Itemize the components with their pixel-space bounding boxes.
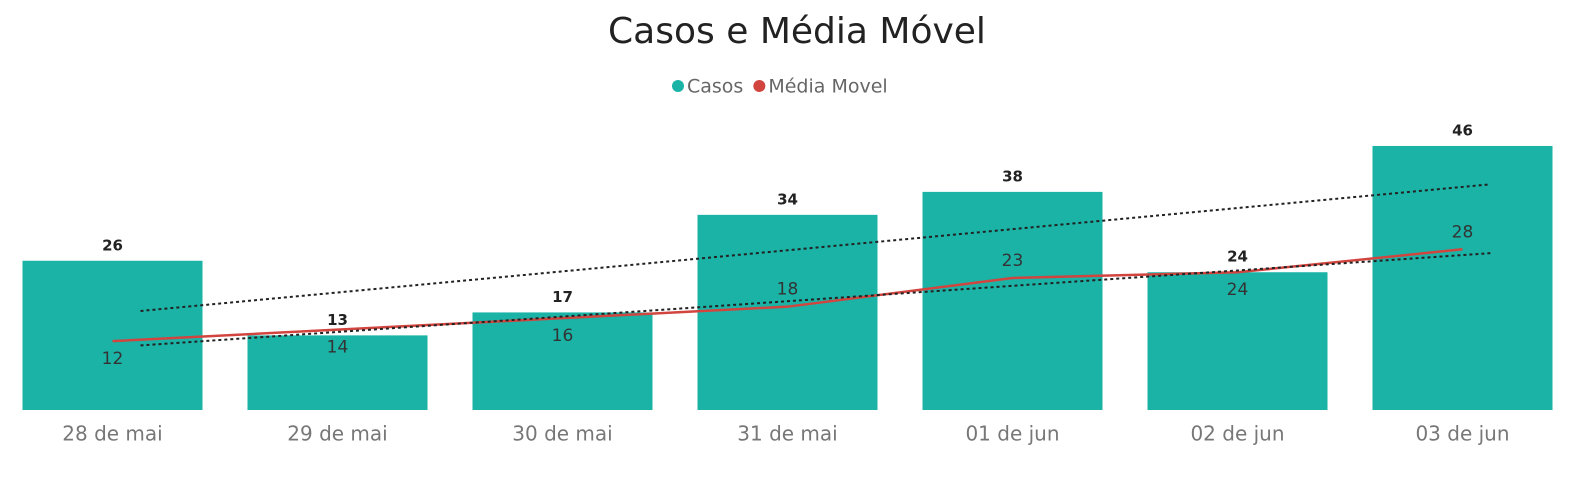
bar-value-label: 17 xyxy=(552,288,573,306)
line-value-label: 24 xyxy=(1227,280,1249,300)
bar xyxy=(1372,145,1553,410)
bar-value-label: 46 xyxy=(1452,121,1473,139)
bar xyxy=(22,260,203,410)
bar xyxy=(247,335,428,410)
bar-value-label: 38 xyxy=(1002,167,1023,185)
legend-marker xyxy=(753,80,766,92)
x-tick-label: 28 de mai xyxy=(62,422,162,446)
trend-line xyxy=(140,183,1491,312)
line-value-label: 14 xyxy=(327,338,349,358)
line-value-label: 28 xyxy=(1452,222,1474,242)
line-value-label: 16 xyxy=(552,326,574,346)
x-tick-label: 29 de mai xyxy=(287,422,387,446)
x-tick-label: 01 de jun xyxy=(965,422,1059,446)
bar xyxy=(922,191,1103,410)
line-value-label: 23 xyxy=(1002,251,1024,271)
bar-value-label: 34 xyxy=(777,190,798,208)
line xyxy=(112,248,1463,343)
bar-value-label: 13 xyxy=(327,311,348,329)
bar-value-label: 24 xyxy=(1227,248,1248,266)
bar-value-label: 26 xyxy=(102,236,123,254)
x-tick-label: 03 de jun xyxy=(1415,422,1509,446)
bar xyxy=(1147,272,1328,410)
x-tick-label: 31 de mai xyxy=(737,422,837,446)
line-value-label: 12 xyxy=(102,349,124,369)
x-tick-label: 02 de jun xyxy=(1190,422,1284,446)
legend-label: Casos xyxy=(687,76,743,98)
legend-label: Média Movel xyxy=(768,76,887,98)
bar xyxy=(697,214,878,410)
legend-marker xyxy=(672,80,684,92)
x-tick-label: 30 de mai xyxy=(512,422,612,446)
bar xyxy=(472,312,653,410)
chart-title: Casos e Média Móvel xyxy=(608,11,986,52)
line-value-label: 18 xyxy=(777,280,799,300)
